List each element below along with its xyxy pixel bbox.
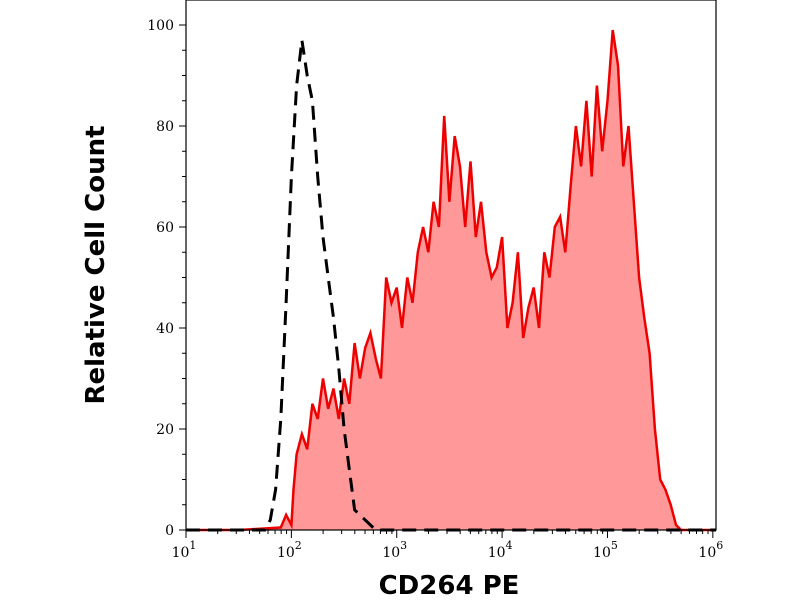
- x-tick-label: 106: [698, 539, 723, 561]
- x-tick-label: 102: [277, 539, 302, 561]
- x-tick-label: 105: [593, 539, 618, 561]
- series-line-0: [186, 29, 716, 532]
- y-axis-label: Relative Cell Count: [81, 125, 111, 405]
- y-tick-label: 0: [165, 523, 174, 539]
- y-tick-label: 80: [156, 119, 174, 135]
- x-tick-label: 104: [488, 539, 513, 561]
- y-tick-label: 20: [156, 422, 174, 438]
- x-tick-label: 101: [172, 539, 197, 561]
- y-tick-label: 60: [156, 220, 174, 236]
- y-tick-label: 40: [156, 321, 174, 337]
- plot-frame: [185, 0, 717, 531]
- x-tick-label: 103: [382, 539, 407, 561]
- y-tick-label: 100: [147, 18, 174, 34]
- x-axis-label: CD264 PE: [378, 571, 520, 601]
- series-line-1: [186, 39, 716, 532]
- series-fill-0: [186, 30, 716, 530]
